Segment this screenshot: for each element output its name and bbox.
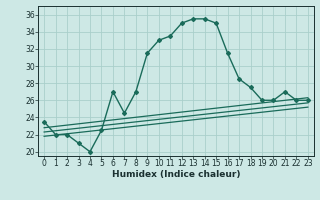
X-axis label: Humidex (Indice chaleur): Humidex (Indice chaleur): [112, 170, 240, 179]
